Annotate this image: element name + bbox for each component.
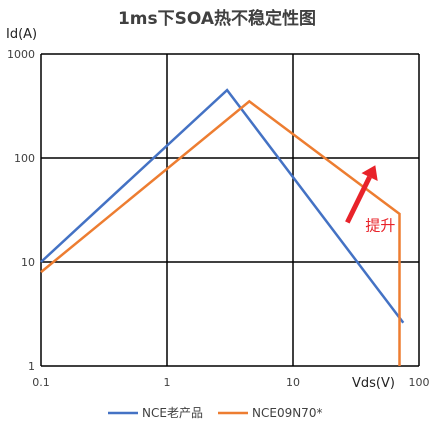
x-tick-label: 100 — [409, 376, 430, 389]
y-tick-label: 100 — [14, 152, 35, 165]
x-tick-label: 0.1 — [32, 376, 50, 389]
series-line-2 — [40, 99, 401, 366]
y-tick-label: 1 — [28, 360, 35, 373]
x-axis-label: Vds(V) — [352, 376, 395, 391]
y-axis-label: Id(A) — [6, 27, 37, 42]
grid — [40, 53, 420, 367]
tick-labels: 0.1 1 10 100 1 10 100 1000 — [7, 48, 430, 389]
legend-label-2: NCE09N70* — [252, 406, 322, 420]
y-tick-label: 10 — [21, 256, 35, 269]
x-tick-label: 10 — [286, 376, 300, 389]
annotation-arrow-shaft — [345, 175, 372, 224]
annotation-arrowhead — [361, 165, 378, 181]
legend-label-1: NCE老产品 — [142, 406, 203, 420]
y-tick-label: 1000 — [7, 48, 35, 61]
annotation-label: 提升 — [365, 216, 395, 234]
legend: NCE老产品 NCE09N70* — [108, 406, 322, 420]
series-line-1 — [40, 88, 405, 324]
x-tick-label: 1 — [164, 376, 171, 389]
chart-title: 1ms下SOA热不稳定性图 — [118, 8, 316, 29]
annotation: 提升 — [345, 165, 395, 234]
series-lines — [40, 88, 405, 366]
